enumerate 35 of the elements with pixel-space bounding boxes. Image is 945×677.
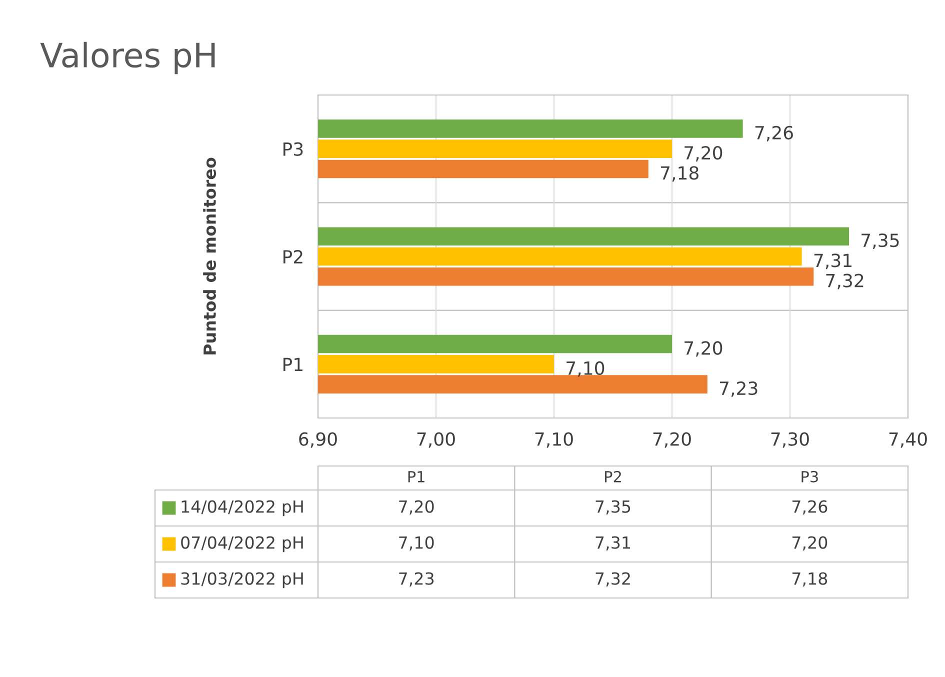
text: 7,23 [399,572,434,587]
data-label: 7,32 [826,274,864,290]
legend-label: 14/04/2022 pH [182,500,303,516]
text: 7,10 [399,536,434,551]
data-label: 7,35 [862,234,899,250]
x-tick-label: 7,20 [653,432,691,448]
x-tick-label: 6,90 [299,432,337,448]
text: 7,32 [596,572,630,587]
x-tick-label: 7,00 [417,432,455,448]
data-label: 7,10 [566,361,604,377]
text: 7,20 [792,536,828,551]
data-label: 7,23 [720,381,758,397]
text: 7,18 [792,572,828,587]
chart-title: Valores pH [40,42,215,74]
data-label: 7,26 [755,126,793,142]
data-label: 7,18 [660,166,698,182]
legend-label: 31/03/2022 pH [181,572,303,588]
category-label: P1 [408,471,424,482]
x-tick-label: 7,10 [535,432,573,448]
text: 7,31 [596,536,630,551]
data-label: 7,31 [814,254,852,270]
x-tick-label: 7,30 [771,432,809,448]
y-axis-title: Puntod de monitoreo [203,158,216,354]
y-tick-label: P1 [284,358,302,372]
text: 7,35 [596,500,630,515]
text: 7,26 [792,500,828,515]
legend-label: 07/04/2022 pH [181,536,303,552]
category-label: P2 [605,470,621,482]
category-label: P3 [802,470,818,482]
data-label: 7,20 [684,341,722,357]
text: 7,20 [399,500,434,515]
data-label: 7,20 [684,146,722,162]
y-tick-label: P2 [284,250,302,264]
y-tick-label: P3 [284,142,303,156]
x-tick-label: 7,40 [889,432,927,448]
